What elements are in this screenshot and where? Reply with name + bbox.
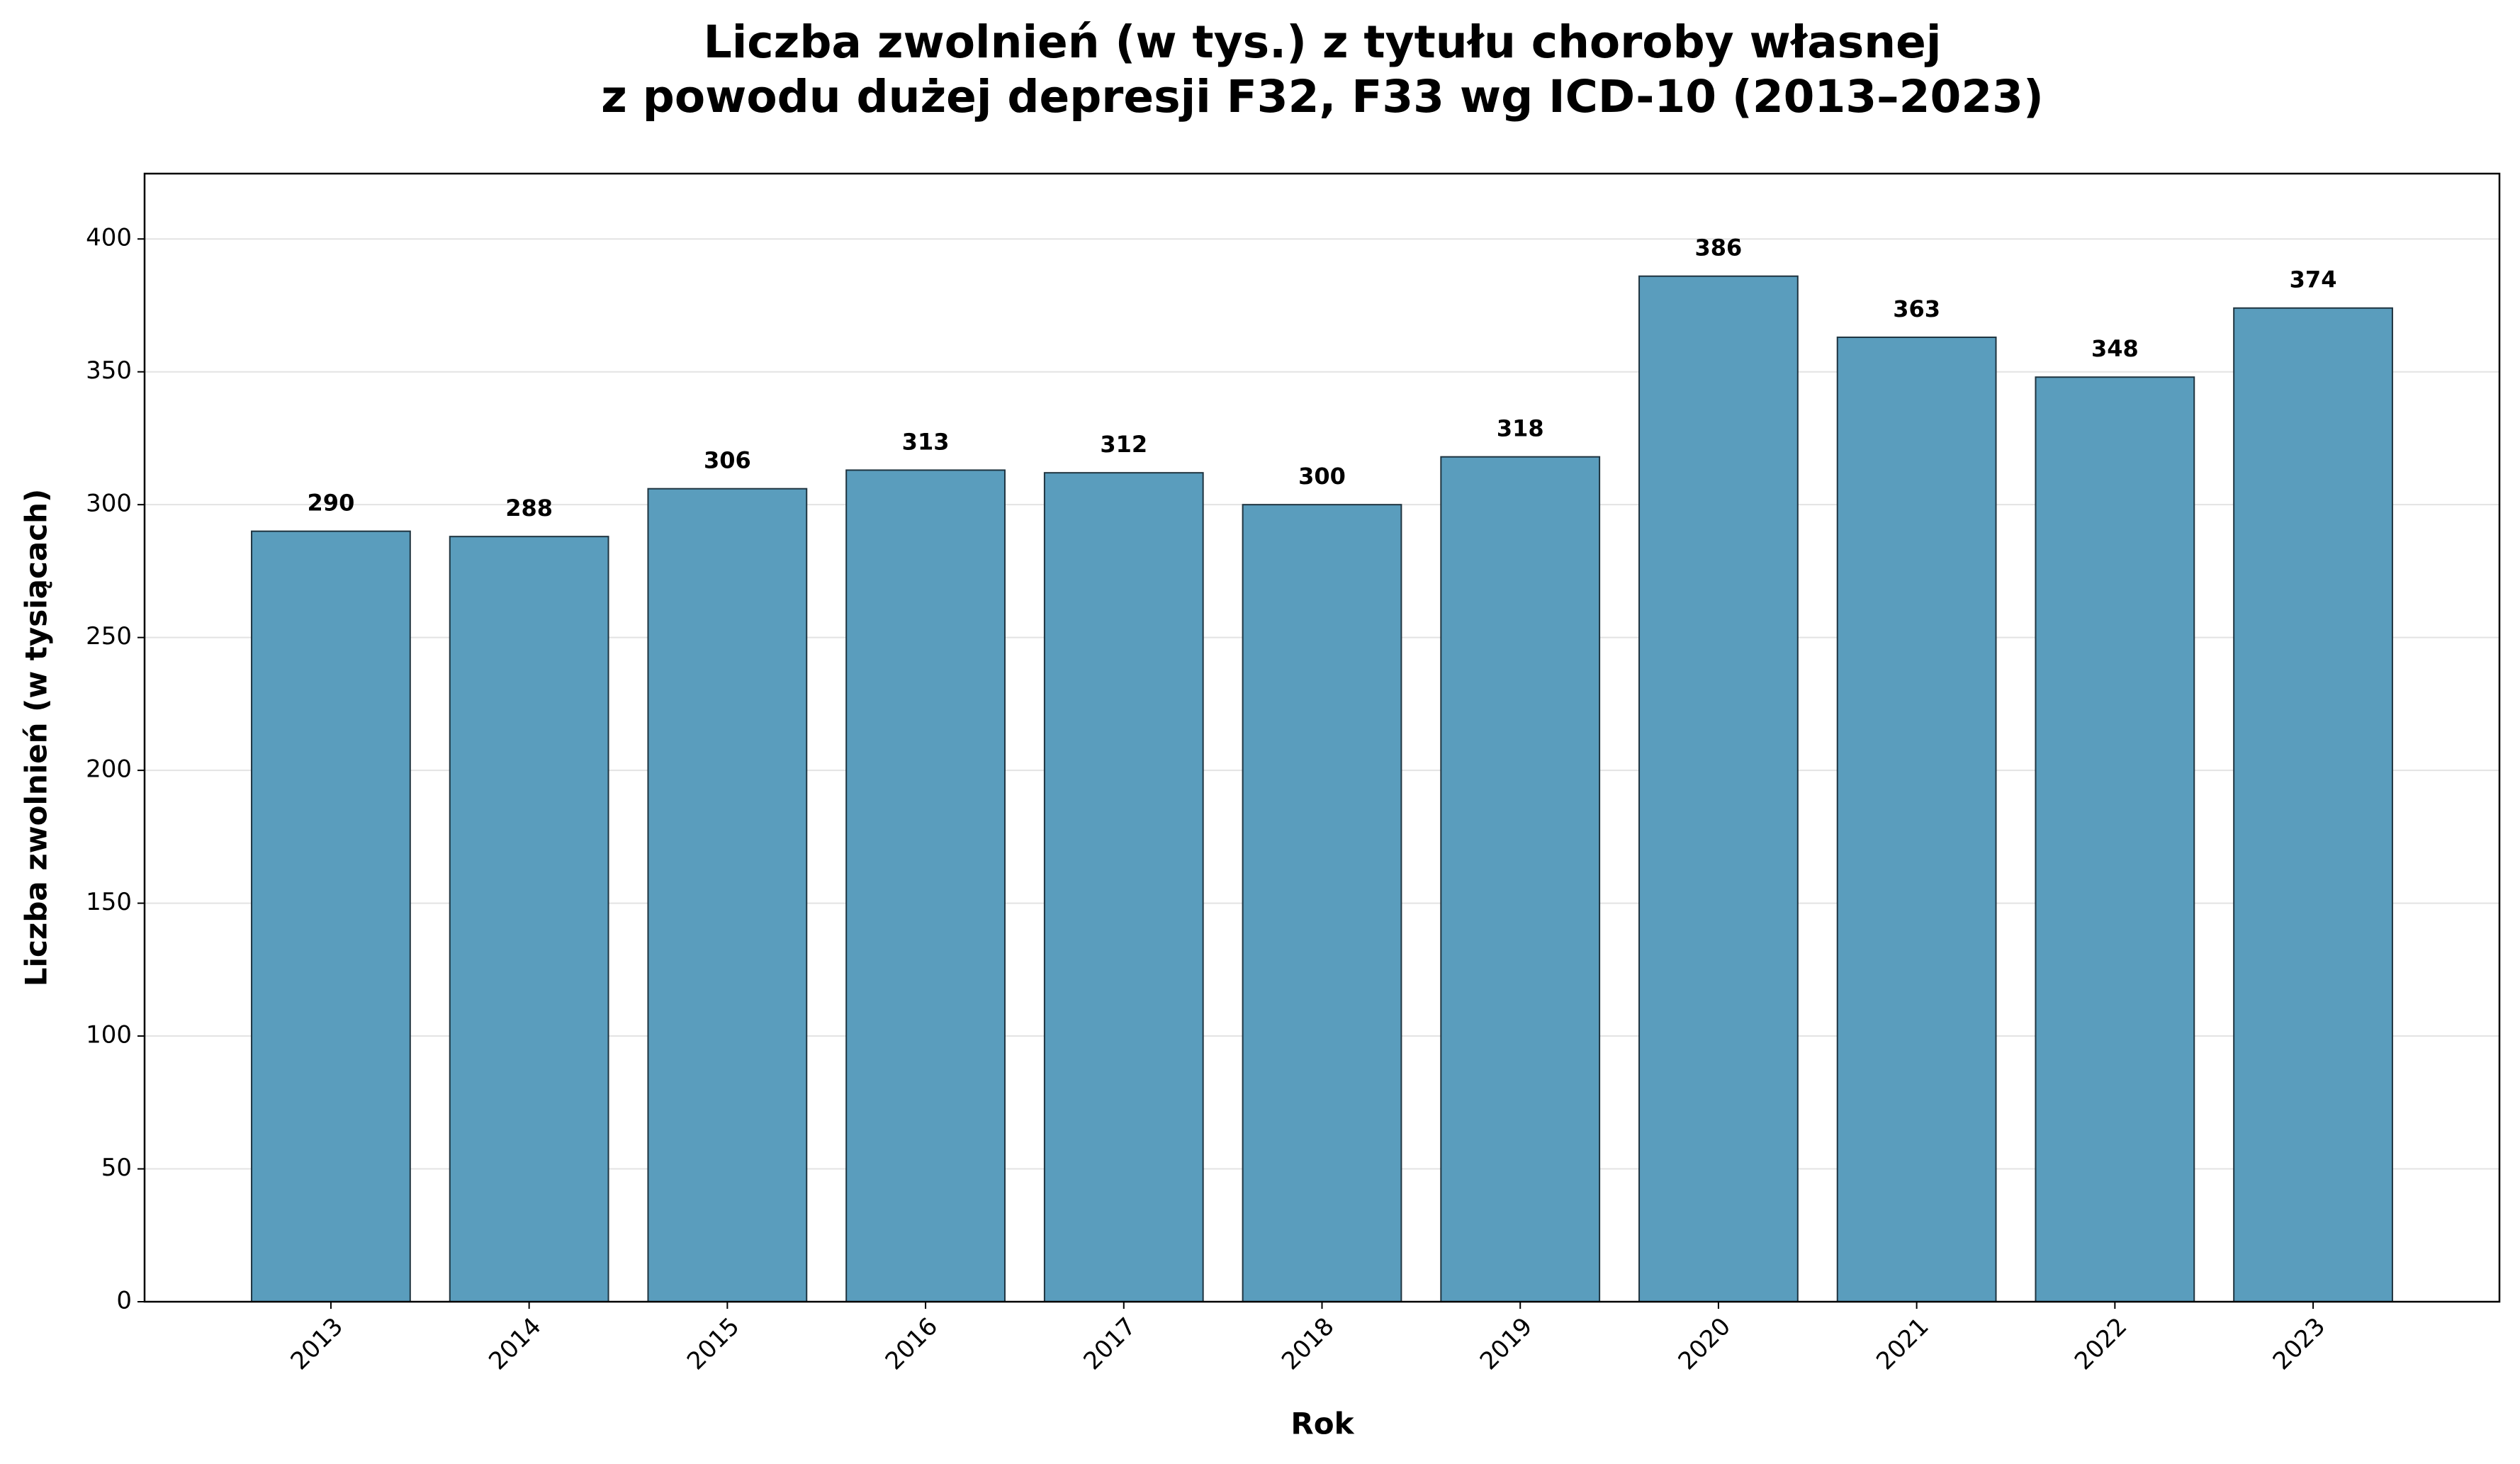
bar bbox=[2035, 376, 2195, 1302]
value-label: 363 bbox=[1893, 295, 1940, 322]
x-axis-label: Rok bbox=[1290, 1407, 1354, 1441]
value-label: 312 bbox=[1100, 431, 1147, 458]
y-tick-label: 100 bbox=[86, 1021, 132, 1049]
value-label: 300 bbox=[1298, 463, 1346, 490]
y-tick-label: 200 bbox=[86, 755, 132, 784]
bar bbox=[449, 536, 609, 1302]
bar bbox=[1836, 336, 1997, 1302]
y-tick-label: 250 bbox=[86, 622, 132, 651]
x-tick-label: 2022 bbox=[2069, 1312, 2132, 1375]
value-label: 288 bbox=[505, 495, 553, 522]
x-tick-label: 2016 bbox=[880, 1312, 943, 1375]
y-tick-label: 150 bbox=[86, 888, 132, 916]
x-tick-label: 2023 bbox=[2268, 1312, 2331, 1375]
bar bbox=[647, 488, 808, 1302]
bar bbox=[845, 469, 1006, 1302]
x-tick-label: 2015 bbox=[682, 1312, 745, 1375]
value-label: 374 bbox=[2290, 266, 2337, 293]
value-label: 290 bbox=[308, 490, 355, 517]
x-tick-label: 2019 bbox=[1475, 1312, 1538, 1375]
chart-title: Liczba zwolnień (w tys.) z tytułu chorob… bbox=[704, 16, 1942, 68]
y-tick-label: 350 bbox=[86, 356, 132, 385]
x-tick-label: 2018 bbox=[1276, 1312, 1339, 1375]
value-label: 313 bbox=[902, 428, 950, 455]
value-label: 348 bbox=[2091, 335, 2139, 362]
x-tick-label: 2021 bbox=[1871, 1312, 1934, 1375]
bar bbox=[2233, 307, 2393, 1302]
bar bbox=[251, 530, 411, 1302]
x-tick-label: 2014 bbox=[483, 1312, 546, 1375]
plot-frame bbox=[143, 172, 2501, 1303]
x-tick-label: 2017 bbox=[1078, 1312, 1141, 1375]
y-axis-label: Liczba zwolnień (w tysiącach) bbox=[19, 489, 54, 986]
chart-subtitle: z powodu dużej depresji F32, F33 wg ICD-… bbox=[601, 71, 2044, 123]
y-tick-label: 400 bbox=[86, 224, 132, 252]
bar bbox=[1242, 504, 1402, 1302]
bar bbox=[1043, 472, 1204, 1302]
x-tick-label: 2013 bbox=[286, 1312, 349, 1375]
bar bbox=[1440, 456, 1601, 1302]
x-tick-label: 2020 bbox=[1673, 1312, 1736, 1375]
value-label: 386 bbox=[1695, 235, 1743, 261]
y-tick-label: 300 bbox=[86, 490, 132, 518]
value-label: 318 bbox=[1497, 415, 1544, 442]
bar bbox=[1638, 275, 1799, 1302]
y-tick-label: 0 bbox=[116, 1287, 132, 1315]
value-label: 306 bbox=[704, 447, 751, 474]
y-tick-label: 50 bbox=[101, 1154, 132, 1182]
